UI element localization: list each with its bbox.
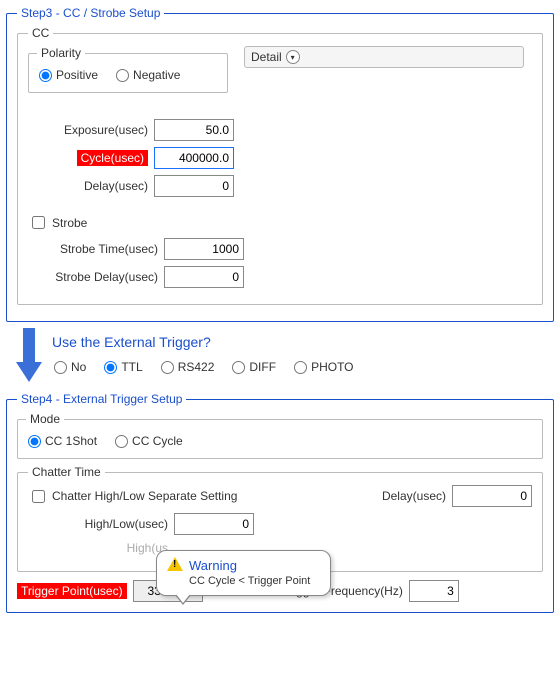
warning-icon — [167, 557, 183, 573]
step3-fieldset: Step3 - CC / Strobe Setup CC Polarity Po… — [6, 6, 554, 322]
polarity-negative-radio[interactable] — [116, 69, 129, 82]
step4-title: Step4 - External Trigger Setup — [17, 392, 186, 406]
cycle-input[interactable] — [154, 147, 234, 169]
chatter-delay-label: Delay(usec) — [382, 489, 446, 503]
polarity-negative-label: Negative — [133, 68, 180, 82]
strobe-delay-input[interactable] — [164, 266, 244, 288]
ext-trigger-question: Use the External Trigger? — [52, 334, 356, 350]
strobe-delay-row: Strobe Delay(usec) — [28, 266, 532, 288]
polarity-positive[interactable]: Positive — [39, 68, 98, 82]
trigger-freq-input[interactable] — [409, 580, 459, 602]
ext-diff[interactable]: DIFF — [232, 360, 276, 374]
strobe-checkbox[interactable] — [32, 216, 45, 229]
mode-fieldset: Mode CC 1Shot CC Cycle — [17, 412, 543, 459]
warning-tooltip: Warning CC Cycle < Trigger Point — [156, 550, 331, 596]
ext-diff-radio[interactable] — [232, 361, 245, 374]
cc-legend: CC — [28, 26, 53, 40]
ext-no[interactable]: No — [54, 360, 86, 374]
ext-rs422-radio[interactable] — [161, 361, 174, 374]
ext-rs422[interactable]: RS422 — [161, 360, 215, 374]
chevron-down-icon: ▾ — [286, 50, 300, 64]
arrow-question-block: Use the External Trigger? No TTL RS422 D… — [16, 328, 554, 384]
down-arrow-icon — [16, 328, 42, 384]
exposure-label: Exposure(usec) — [28, 123, 148, 137]
polarity-positive-radio[interactable] — [39, 69, 52, 82]
cc-delay-label: Delay(usec) — [28, 179, 148, 193]
chatter-legend: Chatter Time — [28, 465, 105, 479]
mode-oneshot-radio[interactable] — [28, 435, 41, 448]
strobe-time-input[interactable] — [164, 238, 244, 260]
mode-oneshot[interactable]: CC 1Shot — [28, 434, 97, 448]
ext-ttl[interactable]: TTL — [104, 360, 142, 374]
chatter-high-label: High(us — [58, 541, 168, 555]
polarity-negative[interactable]: Negative — [116, 68, 180, 82]
mode-cycle-radio[interactable] — [115, 435, 128, 448]
trigger-point-label: Trigger Point(usec) — [17, 583, 127, 599]
tooltip-title: Warning — [189, 558, 237, 573]
strobe-checkbox-label: Strobe — [52, 216, 87, 230]
cc-delay-input[interactable] — [154, 175, 234, 197]
chatter-separate[interactable]: Chatter High/Low Separate Setting — [28, 487, 237, 506]
strobe-checkbox-row[interactable]: Strobe — [28, 213, 532, 232]
exposure-row: Exposure(usec) — [28, 119, 532, 141]
strobe-delay-label: Strobe Delay(usec) — [28, 270, 158, 284]
strobe-time-row: Strobe Time(usec) — [28, 238, 532, 260]
mode-legend: Mode — [26, 412, 64, 426]
exposure-input[interactable] — [154, 119, 234, 141]
ext-no-radio[interactable] — [54, 361, 67, 374]
ext-photo-radio[interactable] — [294, 361, 307, 374]
detail-label: Detail — [251, 50, 282, 64]
chatter-highlow-input[interactable] — [174, 513, 254, 535]
polarity-positive-label: Positive — [56, 68, 98, 82]
step3-title: Step3 - CC / Strobe Setup — [17, 6, 164, 20]
chatter-highlow-label: High/Low(usec) — [58, 517, 168, 531]
polarity-fieldset: Polarity Positive Negative — [28, 46, 228, 93]
chatter-delay-input[interactable] — [452, 485, 532, 507]
detail-dropdown[interactable]: Detail ▾ — [244, 46, 524, 68]
chatter-separate-checkbox[interactable] — [32, 490, 45, 503]
tooltip-body: CC Cycle < Trigger Point — [167, 575, 320, 587]
cc-fieldset: CC Polarity Positive Negative Detail — [17, 26, 543, 305]
polarity-legend: Polarity — [37, 46, 85, 60]
ext-photo[interactable]: PHOTO — [294, 360, 353, 374]
cycle-label: Cycle(usec) — [28, 151, 148, 165]
mode-cycle[interactable]: CC Cycle — [115, 434, 183, 448]
cycle-row: Cycle(usec) — [28, 147, 532, 169]
strobe-time-label: Strobe Time(usec) — [28, 242, 158, 256]
cc-delay-row: Delay(usec) — [28, 175, 532, 197]
ext-ttl-radio[interactable] — [104, 361, 117, 374]
